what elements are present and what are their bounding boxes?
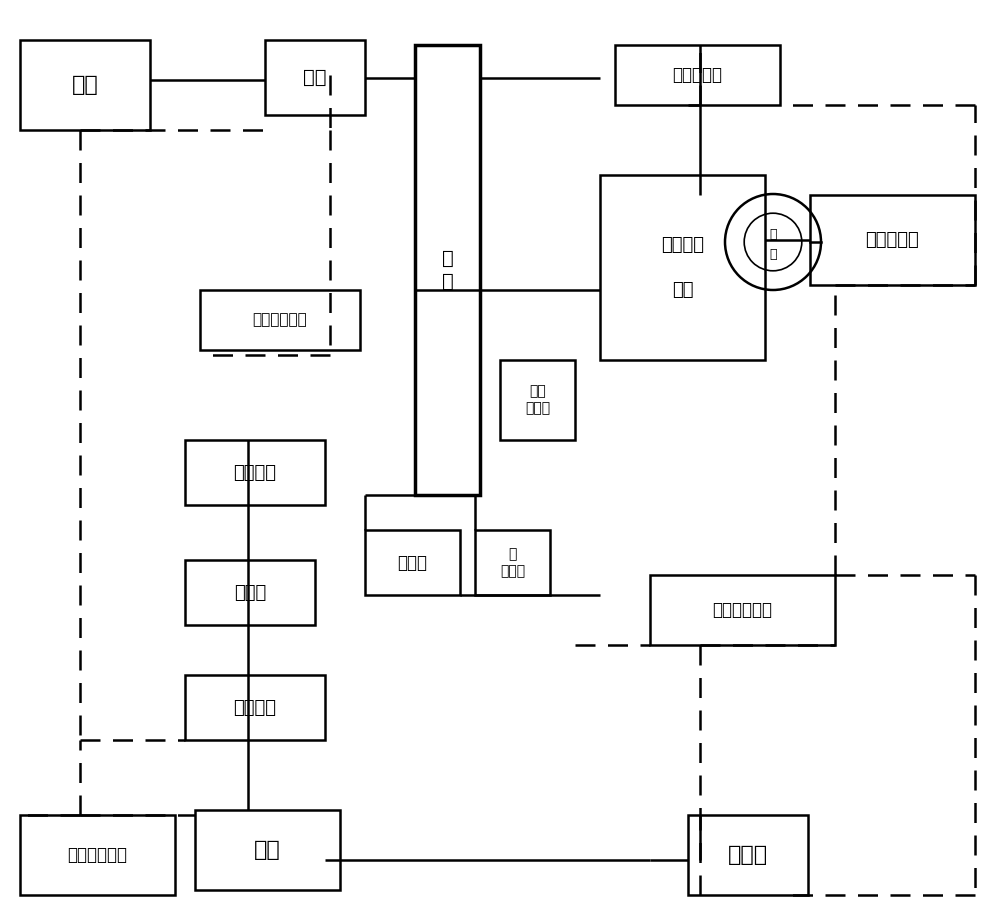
Text: 油
轨: 油 轨	[442, 249, 453, 291]
Text: 计算机: 计算机	[728, 845, 768, 865]
Text: 电机: 电机	[72, 75, 98, 95]
Text: 数据采集系统: 数据采集系统	[712, 601, 772, 619]
Text: 压
传感器: 压 传感器	[500, 547, 525, 578]
Bar	[20, 40, 150, 130]
Bar	[200, 290, 360, 350]
Bar	[615, 45, 780, 105]
Text: 压力
传感器: 压力 传感器	[525, 384, 550, 416]
Text: 源: 源	[769, 247, 777, 261]
Bar	[185, 440, 325, 505]
Bar	[365, 530, 460, 595]
Text: 油筱: 油筱	[254, 840, 281, 860]
Text: 位移传感器: 位移传感器	[672, 66, 722, 84]
Bar	[195, 810, 340, 890]
Text: 精滤滤器: 精滤滤器	[234, 464, 276, 481]
Text: 锥阀试验

装置: 锥阀试验 装置	[661, 236, 704, 299]
Bar	[185, 675, 325, 740]
Bar	[810, 195, 975, 285]
Text: 粗滤滤器: 粗滤滤器	[234, 699, 276, 716]
Text: 油泵: 油泵	[303, 68, 327, 87]
Bar	[688, 815, 808, 895]
Bar	[415, 45, 480, 495]
Text: 油泵计量单元: 油泵计量单元	[253, 313, 307, 327]
Bar	[475, 530, 550, 595]
Text: 安全阀: 安全阀	[398, 553, 428, 572]
Text: 补油泵: 补油泵	[234, 584, 266, 601]
Bar	[650, 575, 835, 645]
Bar	[265, 40, 365, 115]
Text: 高速摄影机: 高速摄影机	[866, 231, 919, 249]
Bar	[20, 815, 175, 895]
Text: 电子控制系统: 电子控制系统	[68, 846, 128, 864]
Bar	[185, 560, 315, 625]
Bar	[500, 360, 575, 440]
Text: 光: 光	[769, 228, 777, 241]
Bar	[600, 175, 765, 360]
